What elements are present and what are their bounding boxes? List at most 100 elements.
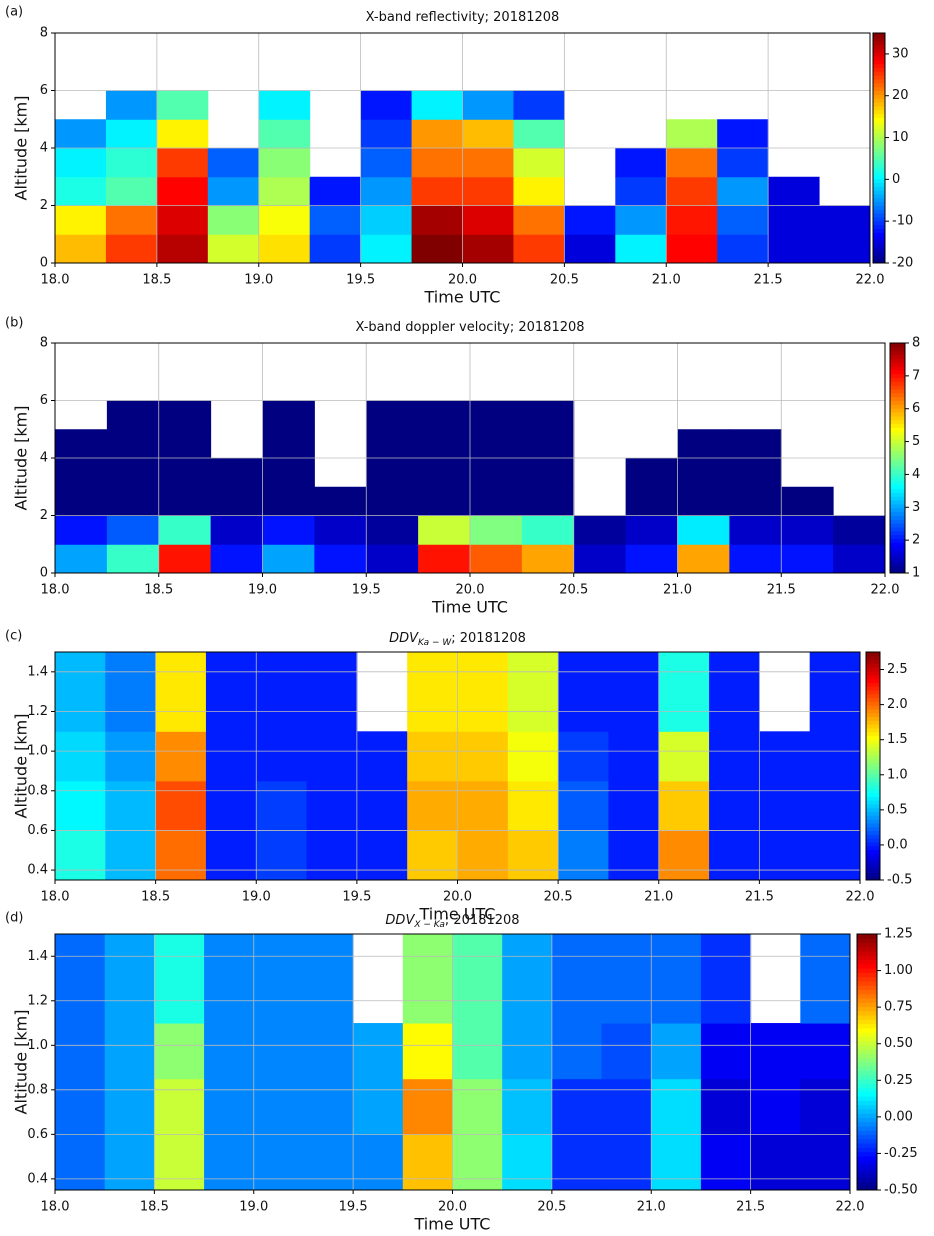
heatmap-cell bbox=[833, 515, 886, 545]
colorbar-swatch bbox=[890, 343, 905, 348]
heatmap-cell bbox=[615, 234, 667, 264]
y-tick-label: 2 bbox=[40, 508, 48, 523]
colorbar-swatch bbox=[857, 1032, 877, 1037]
heatmap-cell bbox=[658, 731, 710, 782]
colorbar-swatch bbox=[890, 419, 905, 424]
y-axis-label: Altitude [km] bbox=[12, 406, 31, 511]
colorbar-swatch bbox=[866, 655, 880, 661]
colorbar-swatch bbox=[866, 819, 880, 824]
colorbar-swatch bbox=[866, 701, 880, 706]
colorbar-tick-label: 0.5 bbox=[887, 802, 908, 817]
heatmap-cell bbox=[768, 205, 820, 235]
plot-frame bbox=[54, 651, 861, 881]
heatmap-cell bbox=[750, 1078, 801, 1135]
colorbar-swatch bbox=[873, 113, 885, 118]
colorbar-swatch bbox=[857, 1087, 877, 1093]
colorbar-swatch bbox=[857, 1108, 877, 1114]
title-main: DDV bbox=[385, 913, 415, 928]
x-tick-label: 22.0 bbox=[856, 273, 885, 288]
y-tick-label: 1.4 bbox=[27, 664, 48, 679]
colorbar-swatch bbox=[873, 240, 885, 245]
colorbar-swatch bbox=[890, 565, 905, 570]
heatmap-cell bbox=[666, 205, 718, 235]
heatmap-cell bbox=[625, 458, 678, 488]
chart-title: X-band reflectivity; 20181208 bbox=[366, 10, 560, 25]
colorbar-swatch bbox=[873, 213, 885, 218]
heatmap-cell bbox=[155, 780, 207, 831]
heatmap-cell bbox=[253, 1134, 304, 1191]
panel-label: (b) bbox=[5, 316, 23, 331]
heatmap-cell bbox=[700, 1134, 752, 1191]
colorbar-swatch bbox=[866, 838, 880, 843]
heatmap-cell bbox=[156, 90, 209, 120]
colorbar-swatch bbox=[857, 1181, 877, 1187]
colorbar-swatch bbox=[857, 1079, 877, 1084]
colorbar-swatch bbox=[890, 354, 905, 359]
colorbar-frame bbox=[865, 651, 881, 881]
heatmap-cell bbox=[658, 780, 710, 831]
y-tick-label: 2 bbox=[40, 198, 48, 213]
heatmap-cell bbox=[729, 486, 782, 516]
y-tick-label: 1.0 bbox=[27, 744, 48, 759]
colorbar-swatch bbox=[890, 415, 905, 421]
colorbar-swatch bbox=[866, 712, 880, 718]
x-tick-label: 18.5 bbox=[140, 1200, 169, 1215]
colorbar-swatch bbox=[857, 1036, 877, 1042]
colorbar-swatch bbox=[873, 224, 885, 229]
heatmap-cell bbox=[156, 234, 209, 264]
colorbar-swatch bbox=[857, 1062, 877, 1067]
colorbar-frame bbox=[856, 933, 878, 1191]
x-tick-label: 20.5 bbox=[537, 1200, 566, 1215]
colorbar-swatch bbox=[890, 511, 905, 516]
heatmap-cell bbox=[204, 1023, 255, 1080]
heatmap-cell bbox=[651, 1134, 702, 1191]
heatmap-cell bbox=[306, 830, 358, 881]
panel-label: (d) bbox=[5, 911, 23, 926]
x-tick-label: 20.0 bbox=[456, 583, 485, 598]
heatmap-cell bbox=[729, 429, 782, 459]
heatmap-cell bbox=[521, 544, 575, 574]
colorbar-swatch bbox=[873, 132, 885, 137]
x-tick-label: 19.5 bbox=[346, 273, 375, 288]
heatmap-cell bbox=[105, 830, 157, 881]
colorbar-swatch bbox=[866, 754, 880, 759]
colorbar-swatch bbox=[857, 1160, 877, 1165]
colorbar-swatch bbox=[890, 534, 905, 539]
heatmap-cell bbox=[809, 830, 861, 881]
colorbar-swatch bbox=[873, 56, 885, 61]
heatmap-cell bbox=[360, 234, 413, 264]
colorbar-swatch bbox=[866, 762, 880, 767]
heatmap-cell bbox=[729, 544, 782, 574]
heatmap-cell bbox=[700, 1078, 752, 1135]
heatmap-cell bbox=[709, 652, 760, 732]
colorbar-swatch bbox=[873, 228, 885, 233]
colorbar-swatch bbox=[873, 186, 885, 191]
colorbar-swatch bbox=[873, 155, 885, 160]
colorbar-swatch bbox=[866, 792, 880, 797]
heatmap-cell bbox=[462, 148, 514, 178]
heatmap-cell bbox=[256, 830, 308, 881]
x-tick-label: 22.0 bbox=[871, 583, 900, 598]
heatmap-cell bbox=[601, 1023, 652, 1080]
heatmap-cell bbox=[470, 458, 523, 488]
colorbar-swatch bbox=[890, 481, 905, 486]
heatmap-cell bbox=[158, 515, 212, 545]
colorbar-swatch bbox=[873, 82, 885, 88]
heatmap-cell bbox=[608, 780, 660, 831]
colorbar-swatch bbox=[866, 697, 880, 702]
x-axis-label: Time UTC bbox=[414, 1215, 491, 1234]
colorbar-swatch bbox=[873, 36, 885, 42]
colorbar-swatch bbox=[873, 194, 885, 199]
heatmap-cell bbox=[155, 731, 207, 782]
colorbar-swatch bbox=[857, 968, 877, 973]
heatmap-cell bbox=[55, 934, 106, 1024]
colorbar-swatch bbox=[857, 998, 877, 1003]
colorbar-swatch bbox=[857, 985, 877, 990]
colorbar-swatch bbox=[890, 377, 905, 382]
heatmap-cell bbox=[55, 652, 106, 732]
heatmap-cell bbox=[204, 934, 255, 1024]
heatmap-cell bbox=[104, 934, 155, 1024]
heatmap-cell bbox=[411, 148, 463, 178]
x-tick-label: 20.5 bbox=[550, 273, 579, 288]
heatmap-cell bbox=[55, 119, 107, 149]
